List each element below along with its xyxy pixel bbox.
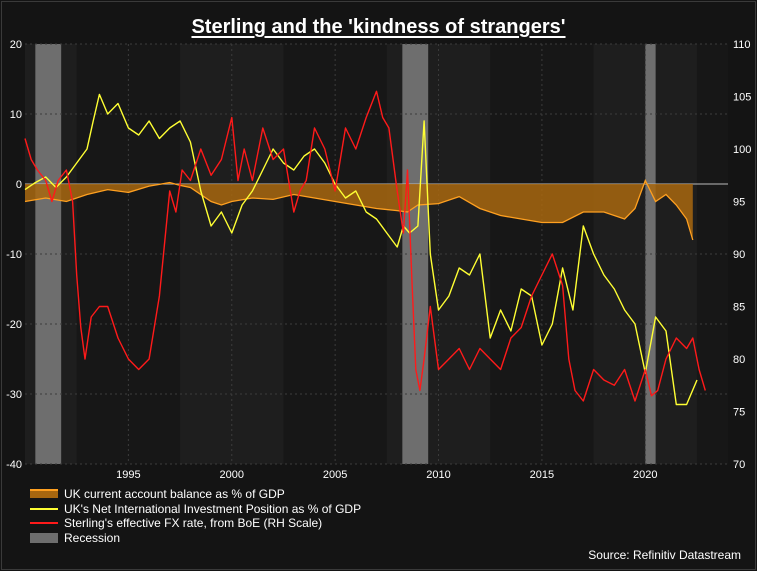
x-tick-label: 1995	[116, 469, 140, 481]
y-right-tick-label: 110	[733, 39, 751, 51]
legend-swatch-red-line	[30, 517, 58, 529]
recession-band	[35, 44, 62, 464]
series-area-current-account	[25, 180, 693, 240]
legend-label: Sterling's effective FX rate, from BoE (…	[64, 516, 323, 530]
legend-item-niip: UK's Net International Investment Positi…	[30, 502, 361, 517]
y-left-tick-label: -20	[6, 319, 22, 331]
legend-label: UK current account balance as % of GDP	[64, 487, 285, 501]
y-left-tick-label: 0	[16, 179, 22, 191]
y-right-tick-label: 100	[733, 144, 751, 156]
y-right-tick-label: 85	[733, 302, 745, 314]
x-tick-label: 2005	[323, 469, 347, 481]
series-line-current-account	[24, 178, 694, 241]
y-left-tick-label: -40	[6, 459, 22, 471]
legend-item-current-account: UK current account balance as % of GDP	[30, 487, 361, 502]
x-tick-label: 2010	[426, 469, 450, 481]
y-left-tick-label: 20	[10, 39, 22, 51]
legend: UK current account balance as % of GDP U…	[30, 487, 361, 545]
x-tick-label: 2020	[633, 469, 657, 481]
legend-label: Recession	[64, 530, 121, 545]
y-left-tick-label: 10	[10, 109, 22, 121]
background-band	[696, 44, 728, 464]
legend-swatch-area	[30, 488, 58, 500]
series-line-sterling-fx	[24, 90, 706, 402]
y-left-tick-label: -10	[6, 249, 22, 261]
y-right-tick-label: 75	[733, 407, 745, 419]
chart-title: Sterling and the 'kindness of strangers'	[191, 16, 566, 38]
y-right-tick-label: 95	[733, 197, 745, 209]
series-line-niip	[24, 93, 698, 406]
x-tick-label: 2015	[530, 469, 554, 481]
legend-label: UK's Net International Investment Positi…	[64, 501, 362, 516]
y-right-tick-label: 105	[733, 92, 751, 104]
y-left-tick-label: -30	[6, 389, 22, 401]
y-right-tick-label: 90	[733, 249, 745, 261]
x-tick-label: 2000	[220, 469, 244, 481]
legend-item-sterling: Sterling's effective FX rate, from BoE (…	[30, 516, 361, 531]
y-right-tick-label: 70	[733, 459, 745, 471]
y-right-tick-label: 80	[733, 354, 745, 366]
source-note: Source: Refinitiv Datastream	[588, 548, 741, 562]
legend-swatch-recession	[30, 532, 58, 544]
legend-item-recession: Recession	[30, 531, 361, 546]
legend-swatch-yellow-line	[30, 503, 58, 515]
